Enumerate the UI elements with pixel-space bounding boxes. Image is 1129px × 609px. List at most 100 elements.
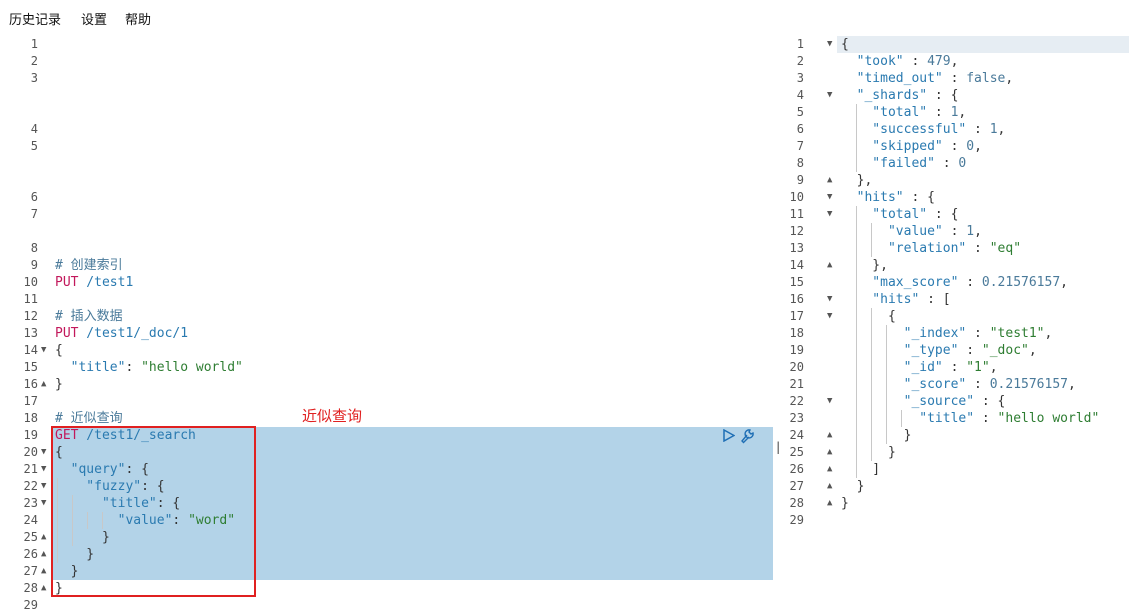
json-punct: : (966, 241, 990, 256)
run-request-icon[interactable] (722, 428, 736, 446)
json-punct: : (958, 275, 982, 290)
json-key: "_type" (841, 343, 959, 358)
code-comment: # 创建索引 (55, 258, 123, 273)
fold-toggle-icon[interactable]: ▲ (827, 260, 833, 270)
json-punct: : { (141, 479, 165, 494)
code-line: "title": { (55, 495, 180, 512)
fold-toggle-icon[interactable]: ▼ (827, 396, 833, 406)
json-punct: : { (927, 88, 959, 103)
menu-settings[interactable]: 设置 (81, 13, 108, 28)
code-line: "hits" : [ (841, 291, 951, 308)
line-number: 5 (796, 105, 804, 119)
fold-toggle-icon[interactable]: ▼ (41, 345, 47, 355)
fold-toggle-icon[interactable]: ▼ (41, 447, 47, 457)
request-path: /test1/_doc/1 (78, 326, 189, 341)
fold-toggle-icon[interactable]: ▼ (41, 498, 47, 508)
code-line: ] (841, 462, 881, 477)
code-line: { (55, 445, 63, 460)
request-editor[interactable]: 1 2 3 4 5 6 7 8 9 10 11 12 13 14 15 16 1… (0, 34, 773, 609)
active-line-highlight (837, 36, 1129, 53)
wrench-settings-icon[interactable] (740, 428, 756, 448)
line-number: 18 (23, 411, 38, 425)
response-viewer: 1 2 3 4 5 6 7 8 9 10 11 12 13 14 15 16 1… (779, 34, 1129, 609)
line-number: 26 (789, 462, 804, 476)
json-punct: , (1068, 377, 1076, 392)
code-line: "skipped" : 0, (841, 138, 982, 155)
line-number: 21 (789, 377, 804, 391)
code-line: PUT /test1 (55, 274, 133, 291)
fold-toggle-icon[interactable]: ▼ (827, 209, 833, 219)
code-line: } (55, 564, 79, 579)
fold-toggle-icon[interactable]: ▼ (827, 294, 833, 304)
json-number: 0 (958, 156, 967, 171)
line-number: 17 (789, 309, 804, 323)
line-number: 2 (30, 54, 38, 68)
json-string: "word" (188, 513, 236, 528)
code-line: "took" : 479, (841, 53, 959, 70)
fold-toggle-icon[interactable]: ▲ (41, 532, 47, 542)
line-number: 28 (789, 496, 804, 510)
json-punct: : [ (919, 292, 951, 307)
json-punct: : { (156, 496, 181, 511)
indent-guide (886, 325, 887, 444)
fold-toggle-icon[interactable]: ▲ (41, 549, 47, 559)
json-punct: , (1005, 71, 1014, 86)
line-number: 21 (23, 462, 38, 476)
fold-toggle-icon[interactable]: ▼ (827, 90, 833, 100)
menu-help[interactable]: 帮助 (125, 13, 152, 28)
json-punct: : (927, 105, 951, 120)
line-number: 18 (789, 326, 804, 340)
line-number: 27 (789, 479, 804, 493)
line-number: 24 (789, 428, 804, 442)
json-punct: : { (974, 394, 1006, 409)
fold-toggle-icon[interactable]: ▲ (41, 583, 47, 593)
line-number: 13 (23, 326, 38, 340)
fold-toggle-icon[interactable]: ▲ (827, 447, 833, 457)
json-key: "took" (841, 54, 904, 69)
line-number: 7 (30, 207, 38, 221)
json-punct: , (958, 105, 967, 120)
line-number: 22 (23, 479, 38, 493)
code-line: "max_score" : 0.21576157, (841, 274, 1068, 291)
fold-toggle-icon[interactable]: ▲ (827, 175, 833, 185)
request-path: /test1/_search (78, 428, 196, 443)
fold-toggle-icon[interactable]: ▲ (41, 566, 47, 576)
fold-toggle-icon[interactable]: ▼ (827, 39, 833, 49)
fold-toggle-icon[interactable]: ▼ (41, 464, 47, 474)
line-number: 16 (23, 377, 38, 391)
annotation-box (51, 426, 256, 597)
line-number: 7 (796, 139, 804, 153)
json-string: "hello world" (141, 360, 243, 375)
fold-toggle-icon[interactable]: ▲ (827, 481, 833, 491)
indent-guide (87, 512, 88, 529)
fold-toggle-icon[interactable]: ▼ (827, 192, 833, 202)
fold-toggle-icon[interactable]: ▲ (41, 379, 47, 389)
json-number: 0.21576157 (981, 275, 1061, 290)
line-number: 8 (30, 241, 38, 255)
json-number: 0 (966, 139, 975, 154)
code-line: "title" : "hello world" (841, 410, 1099, 427)
code-line: "total" : { (841, 206, 958, 223)
json-punct: : { (927, 207, 959, 222)
code-line: "_type" : "_doc", (841, 342, 1037, 359)
fold-toggle-icon[interactable]: ▲ (827, 498, 833, 508)
json-string: "_doc" (981, 343, 1029, 358)
code-line: }, (841, 258, 888, 273)
fold-toggle-icon[interactable]: ▼ (827, 311, 833, 321)
line-number: 1 (796, 37, 804, 51)
json-punct: : { (125, 462, 149, 477)
menu-history[interactable]: 历史记录 (9, 13, 62, 28)
json-key: "title" (55, 360, 126, 375)
json-punct: , (997, 122, 1006, 137)
fold-toggle-icon[interactable]: ▲ (827, 430, 833, 440)
json-key: "_index" (841, 326, 967, 341)
line-number: 1 (30, 37, 38, 51)
line-number: 29 (789, 513, 804, 527)
json-punct: : (942, 139, 967, 154)
fold-toggle-icon[interactable]: ▲ (827, 464, 833, 474)
fold-toggle-icon[interactable]: ▼ (41, 481, 47, 491)
json-string: "eq" (989, 241, 1022, 256)
json-punct: : (958, 343, 982, 358)
code-line: } (841, 445, 896, 460)
line-number: 15 (789, 275, 804, 289)
